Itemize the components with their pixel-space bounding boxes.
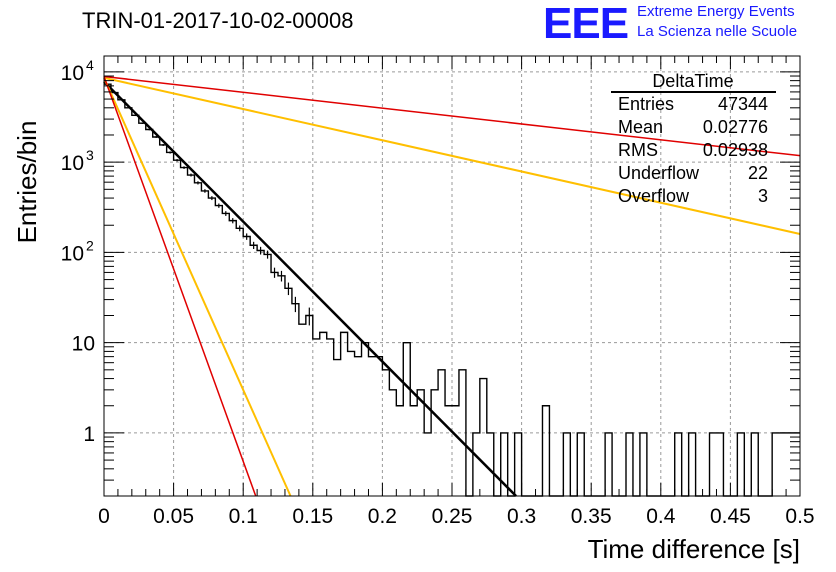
y-axis-label: Entries/bin — [12, 121, 42, 244]
x-tick-label: 0.35 — [571, 505, 612, 528]
y-tick-exponent: 2 — [86, 237, 94, 253]
fit-line-0 — [103, 80, 517, 497]
stats-value-rms: 0.02938 — [703, 140, 768, 160]
stats-label-underflow: Underflow — [618, 163, 700, 183]
y-tick-label: 1 — [83, 423, 95, 446]
x-tick-label: 0.1 — [229, 505, 258, 528]
x-tick-label: 0.05 — [153, 505, 194, 528]
y-tick-label: 10 — [61, 62, 84, 85]
x-axis-label: Time difference [s] — [588, 534, 800, 564]
stats-label-mean: Mean — [618, 117, 663, 137]
stats-value-underflow: 22 — [748, 163, 768, 183]
x-tick-label: 0 — [98, 505, 110, 528]
y-tick-exponent: 4 — [86, 57, 94, 73]
fit-line-4 — [103, 76, 257, 497]
axis-ticks — [103, 56, 801, 497]
stats-label-entries: Entries — [618, 94, 674, 114]
eee-subtitle-line1: Extreme Energy Events — [637, 3, 795, 20]
x-tick-label: 0.4 — [646, 505, 676, 528]
y-tick-label: 10 — [61, 242, 84, 265]
x-tick-label: 0.3 — [507, 505, 536, 528]
fit-lines — [103, 75, 801, 497]
stats-value-overflow: 3 — [758, 186, 768, 206]
y-tick-exponent: 3 — [86, 147, 94, 163]
x-tick-label: 0.2 — [368, 505, 397, 528]
y-tick-label: 10 — [61, 152, 84, 175]
x-tick-label: 0.25 — [432, 505, 473, 528]
plot-title: TRIN-01-2017-10-02-00008 — [82, 8, 354, 33]
x-tick-label: 0.15 — [292, 505, 333, 528]
fit-line-2 — [103, 77, 292, 497]
stats-box: DeltaTime Entries 47344 Mean 0.02776 RMS… — [611, 71, 776, 206]
fit-line-1 — [103, 76, 801, 235]
stats-label-overflow: Overflow — [618, 186, 690, 206]
stats-label-rms: RMS — [618, 140, 658, 160]
y-tick-label: 10 — [72, 333, 95, 356]
x-tick-label: 0.45 — [710, 505, 751, 528]
fit-line-3 — [103, 75, 801, 157]
stats-value-entries: 47344 — [718, 94, 768, 114]
eee-logo: EEE — [543, 0, 629, 48]
stats-value-mean: 0.02776 — [703, 117, 768, 137]
eee-subtitle-line2: La Scienza nelle Scuole — [637, 23, 798, 40]
x-tick-labels: 0 0.05 0.1 0.15 0.2 0.25 0.3 0.35 0.4 0.45 0.5 — [98, 505, 814, 528]
stats-title: DeltaTime — [652, 71, 733, 91]
x-tick-label: 0.5 — [785, 505, 814, 528]
